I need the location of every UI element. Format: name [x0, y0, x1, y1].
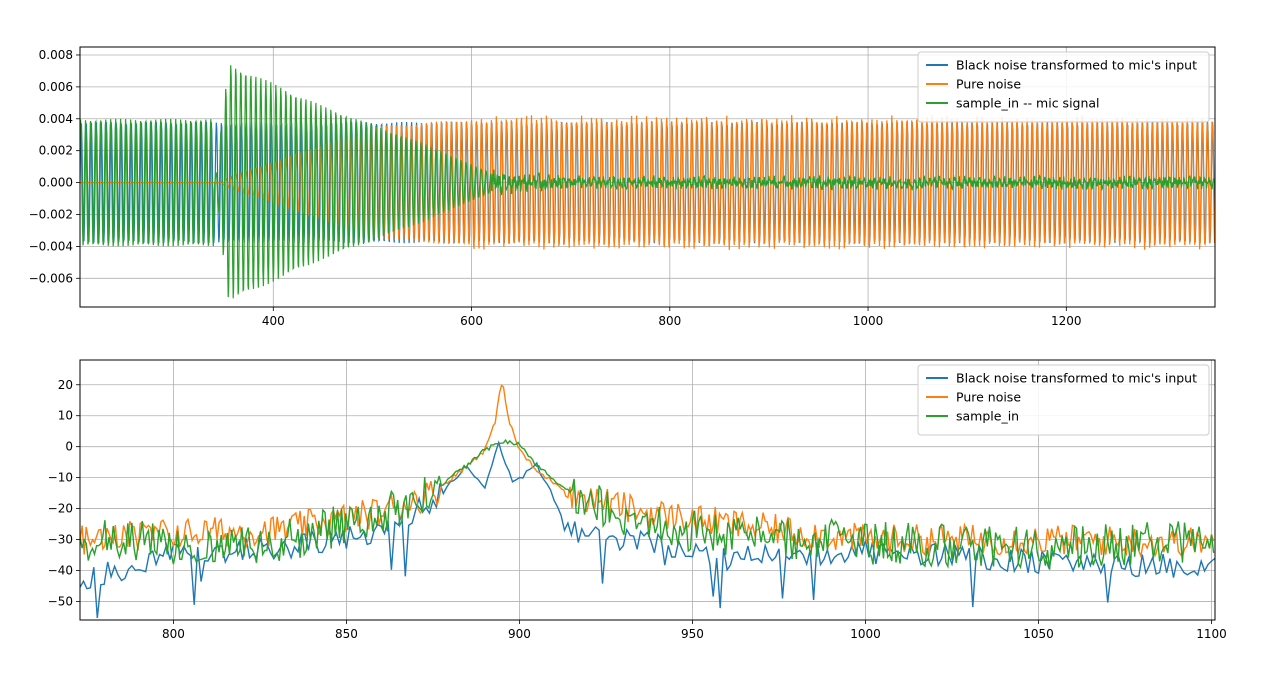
legend-entry: Black noise transformed to mic's input — [956, 371, 1197, 386]
axes-frame — [79, 46, 1216, 308]
y-tick-label: 0.008 — [39, 48, 73, 62]
y-tick-label: −50 — [48, 594, 73, 608]
y-tick-label: −30 — [48, 533, 73, 547]
y-tick-label: −40 — [48, 563, 73, 577]
series-group — [80, 65, 1215, 299]
series-group — [80, 384, 1215, 618]
y-tick-label: 10 — [58, 409, 73, 423]
x-tick-label: 850 — [335, 627, 358, 641]
x-tick-label: 800 — [162, 627, 185, 641]
series-sample-in-spectrum — [80, 438, 1215, 570]
x-tick-label: 400 — [262, 314, 285, 328]
x-tick-label: 950 — [681, 627, 704, 641]
y-tick-label: −0.006 — [29, 271, 73, 285]
y-tick-label: 0 — [65, 440, 73, 454]
y-tick-label: 0.000 — [39, 176, 73, 190]
x-tick-label: 1200 — [1051, 314, 1082, 328]
legend-entry: Pure noise — [956, 77, 1021, 92]
x-tick-label: 800 — [658, 314, 681, 328]
y-tick-label: −0.002 — [29, 207, 73, 221]
series-black-noise-spectrum — [80, 440, 1215, 618]
legend-box — [917, 51, 1210, 123]
legend-entry: sample_in — [956, 409, 1019, 424]
y-tick-label: −0.004 — [29, 239, 73, 253]
x-tick-label: 1050 — [1023, 627, 1054, 641]
y-tick-label: 0.004 — [39, 112, 73, 126]
legend-entry: sample_in -- mic signal — [956, 96, 1100, 111]
y-tick-label: 0.006 — [39, 80, 73, 94]
spectrum-chart: 800 850 900 950 1000 1050 1100 −50 −40 −30 −20 −10 0… — [48, 359, 1227, 641]
x-tick-label: 600 — [460, 314, 483, 328]
series-pure-noise-spectrum — [80, 384, 1215, 559]
y-tick-label: −20 — [48, 502, 73, 516]
y-tick-label: 20 — [58, 378, 73, 392]
y-tick-label: 0.002 — [39, 144, 73, 158]
waveform-chart: 400 600 800 1000 1200 −0.006 −0.004 −0.002 0.000… — [29, 46, 1216, 328]
x-tick-label: 1000 — [853, 314, 884, 328]
x-tick-label: 1000 — [850, 627, 881, 641]
axes-frame — [79, 359, 1216, 621]
legend-box — [917, 364, 1210, 436]
x-tick-label: 900 — [508, 627, 531, 641]
legend-entry: Black noise transformed to mic's input — [956, 58, 1197, 73]
y-tick-label: −10 — [48, 471, 73, 485]
legend-entry: Pure noise — [956, 390, 1021, 405]
x-tick-label: 1100 — [1196, 627, 1227, 641]
series-sample-in — [80, 65, 1215, 299]
